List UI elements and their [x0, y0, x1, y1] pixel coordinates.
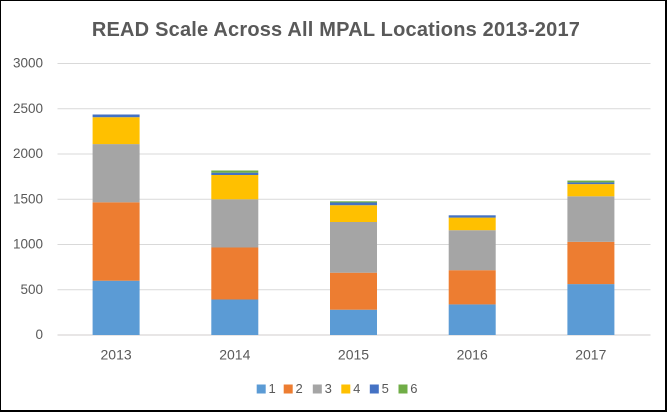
svg-text:2015: 2015 — [338, 347, 369, 363]
svg-text:1: 1 — [269, 381, 276, 396]
svg-text:2: 2 — [296, 381, 303, 396]
svg-text:1000: 1000 — [13, 237, 43, 252]
svg-text:0: 0 — [35, 327, 43, 342]
svg-text:3000: 3000 — [13, 56, 43, 71]
svg-text:3: 3 — [325, 381, 332, 396]
svg-text:5: 5 — [382, 381, 389, 396]
svg-text:6: 6 — [410, 381, 417, 396]
svg-text:2013: 2013 — [101, 347, 132, 363]
svg-text:2016: 2016 — [457, 347, 488, 363]
svg-text:500: 500 — [20, 282, 43, 297]
svg-text:2000: 2000 — [13, 146, 43, 161]
svg-text:4: 4 — [353, 381, 360, 396]
svg-text:1500: 1500 — [13, 191, 43, 206]
svg-text:READ Scale Across All MPAL Loc: READ Scale Across All MPAL Locations 201… — [92, 19, 580, 41]
svg-text:2500: 2500 — [13, 101, 43, 116]
svg-text:2017: 2017 — [575, 347, 606, 363]
svg-text:2014: 2014 — [219, 347, 250, 363]
